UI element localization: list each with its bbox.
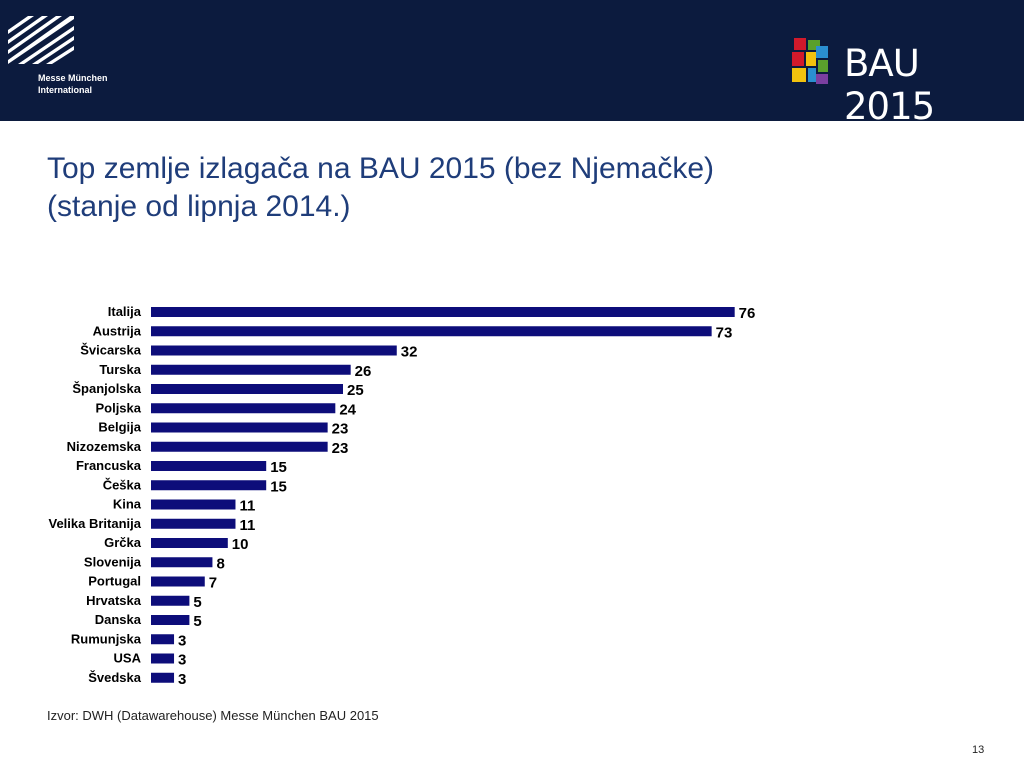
category-label: Belgija [98, 420, 141, 435]
slide-title: Top zemlje izlagača na BAU 2015 (bez Nje… [47, 150, 947, 226]
category-label: Francuska [76, 458, 142, 473]
bar [151, 576, 205, 587]
category-label: Turska [99, 362, 141, 377]
bar [151, 615, 190, 625]
data-label: 3 [178, 652, 186, 669]
logo-line1: Messe München [38, 73, 108, 83]
data-label: 23 [332, 421, 349, 438]
category-label: Grčka [104, 535, 142, 550]
bar [151, 441, 328, 452]
bau-cube-icon [792, 38, 828, 84]
header-banner: Messe München International BAU 2015 [0, 0, 1024, 128]
bar [151, 422, 328, 433]
bar [151, 538, 228, 548]
messe-muenchen-stripes-icon [8, 16, 74, 64]
data-label: 76 [739, 305, 756, 322]
category-label: Austrija [93, 323, 142, 338]
category-label: Kina [113, 497, 142, 512]
category-label: Italija [108, 304, 142, 319]
bar [151, 595, 190, 606]
bar [151, 345, 397, 356]
bar [151, 480, 267, 491]
bau-2015-logo: BAU 2015 [786, 32, 1006, 128]
data-label: 5 [193, 594, 201, 611]
data-label: 23 [332, 440, 349, 457]
bar [151, 364, 351, 375]
bar [151, 672, 175, 683]
data-label: 32 [401, 344, 418, 361]
data-label: 73 [716, 324, 733, 341]
data-label: 11 [239, 498, 255, 515]
logo-line2: International [38, 85, 93, 95]
data-label: 24 [339, 401, 356, 418]
bar [151, 557, 213, 568]
category-label: Slovenija [84, 554, 142, 569]
category-label: Švedska [88, 670, 142, 685]
source-note: Izvor: DWH (Datawarehouse) Messe München… [47, 708, 379, 723]
title-line1: Top zemlje izlagača na BAU 2015 (bez Nje… [47, 152, 714, 185]
category-label: Švicarska [80, 343, 141, 358]
category-label: USA [114, 651, 142, 666]
bar [151, 499, 236, 510]
category-label: Španjolska [72, 381, 141, 396]
category-label: Velika Britanija [49, 516, 142, 531]
title-line2: (stanje od lipnja 2014.) [47, 190, 351, 223]
data-label: 8 [216, 555, 224, 572]
bar [151, 403, 336, 414]
bar [151, 634, 175, 645]
page-number: 13 [972, 744, 985, 756]
data-label: 26 [355, 363, 372, 380]
bar [151, 326, 712, 337]
data-label: 3 [178, 632, 186, 649]
category-label: Rumunjska [71, 631, 142, 646]
category-label: Češka [103, 477, 142, 492]
data-label: 10 [232, 536, 249, 553]
bar [151, 518, 236, 529]
data-label: 5 [193, 613, 201, 630]
bar [151, 307, 735, 317]
data-label: 3 [178, 671, 186, 688]
bau-2015-text: BAU 2015 [844, 42, 935, 128]
bar [151, 653, 175, 664]
category-label: Danska [95, 612, 142, 627]
bar [151, 461, 267, 471]
data-label: 25 [347, 382, 364, 399]
data-label: 15 [270, 478, 287, 495]
data-label: 15 [270, 459, 287, 476]
data-label: 11 [239, 517, 255, 534]
bar [151, 384, 343, 394]
category-label: Nizozemska [67, 439, 142, 454]
messe-muenchen-logo: Messe München International [8, 16, 118, 100]
category-label: Hrvatska [86, 593, 142, 608]
category-label: Portugal [88, 574, 141, 589]
category-label: Poljska [95, 400, 141, 415]
data-label: 7 [209, 575, 217, 592]
